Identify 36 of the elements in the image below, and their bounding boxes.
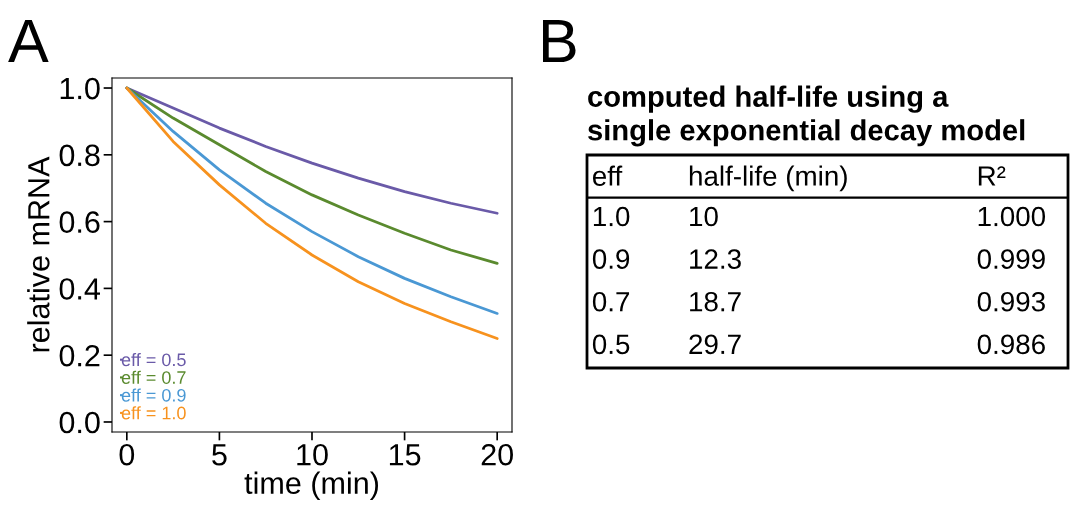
category-label: half-life (min) [689,165,847,192]
text: 0.993 [977,291,1045,312]
x-tick-label: 10 [297,443,328,466]
x-tick-label: 5 [212,444,227,466]
y-tick-label: 0.2 [59,344,100,367]
text: 1.000 [978,206,1046,227]
category-label: R² [978,166,1006,186]
line-series [125,86,499,265]
category-label: eff [592,165,623,186]
y-tick-label: 0.4 [59,278,100,300]
text: 29.7 [689,334,741,355]
y-tick-label: 1.0 [60,77,100,100]
text: 12.3 [690,249,741,269]
text: 0.986 [977,334,1045,355]
y-axis-title: relative mRNA [27,156,50,352]
text: 0.999 [977,249,1045,269]
y-tick-label: 0.0 [59,411,100,434]
text: 1.0 [593,206,630,227]
text: 10 [690,206,718,227]
x-tick-label: 0 [119,443,135,466]
y-tick-label: 0.6 [59,211,100,233]
legend-label: eff = 0.7 [121,370,186,384]
legend-label: eff = 1.0 [121,406,186,420]
legend-label: eff = 0.9 [121,388,186,402]
text: 18.7 [690,291,741,312]
x-tick-label: 20 [481,443,513,466]
x-tick-label: 15 [389,444,421,466]
text: A [8,19,49,62]
text: B [543,19,576,62]
text: 0.7 [592,291,630,312]
x-axis-title: time (min) [244,471,379,501]
text: computed half-life using a single exponential decay model [588,85,1025,147]
y-tick-label: 0.8 [59,144,100,167]
text: 0.5 [592,334,630,355]
legend-label: eff = 0.5 [121,352,186,367]
text: 0.9 [592,249,630,269]
